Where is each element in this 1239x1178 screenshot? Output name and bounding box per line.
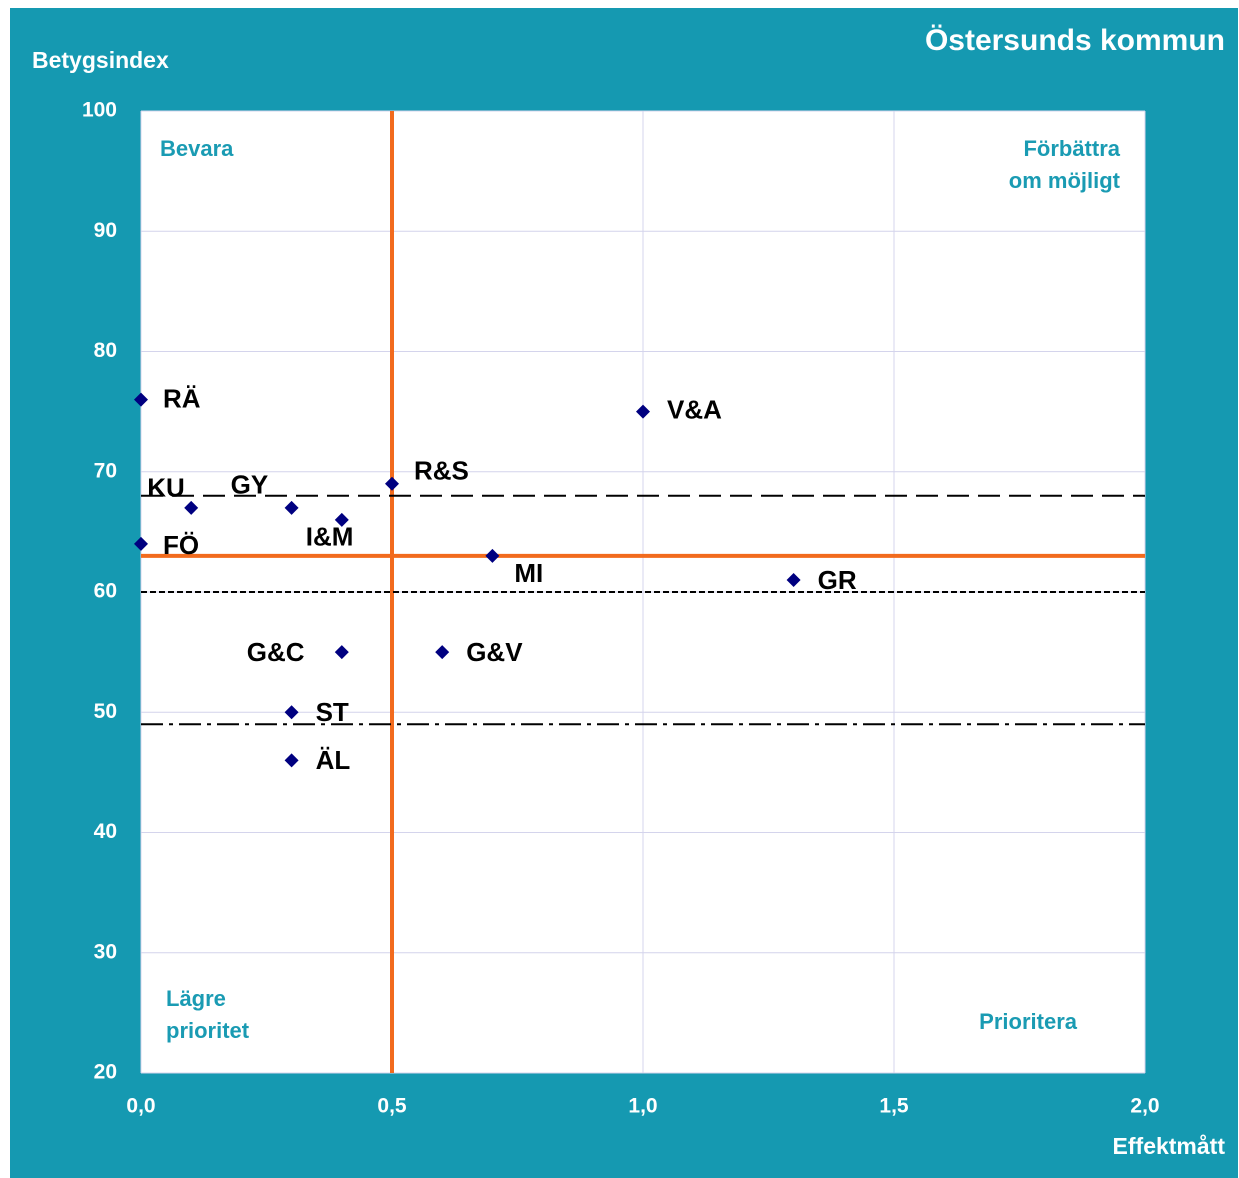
point	[334, 512, 349, 527]
y-tick-label: 20	[94, 1061, 117, 1084]
y-tick-label: 70	[94, 459, 117, 482]
y-tick-label: 40	[94, 820, 117, 843]
y-tick-label: 90	[94, 219, 117, 242]
point	[385, 476, 399, 491]
point	[636, 404, 650, 419]
point-label: V&A	[667, 395, 722, 425]
y-tick-label: 50	[94, 700, 117, 723]
x-tick-label: 1,5	[879, 1095, 909, 1118]
chart-title: Östersunds kommun	[925, 24, 1225, 57]
point	[284, 753, 299, 768]
quadrant-label: Bevara	[160, 136, 234, 161]
x-tick-label: 1,0	[628, 1095, 657, 1118]
point-label: R&S	[414, 456, 469, 486]
point	[334, 645, 349, 660]
x-tick-label: 0,0	[126, 1095, 155, 1118]
quadrant-label: Förbättra	[1023, 136, 1120, 161]
quadrant-label: om möjligt	[1009, 168, 1121, 193]
point-label: FÖ	[163, 530, 199, 560]
quadrant-label: Lägre	[166, 986, 226, 1011]
x-tick-label: 2,0	[1130, 1095, 1159, 1118]
x-axis-label: Effektmått	[1113, 1133, 1226, 1159]
point-label: ST	[316, 697, 349, 727]
point-label: MI	[514, 558, 543, 588]
quadrant-label: prioritet	[166, 1018, 250, 1043]
point-label: GY	[231, 470, 269, 500]
point	[184, 500, 199, 515]
point	[485, 548, 500, 563]
quadrant-label: Prioritera	[979, 1009, 1078, 1034]
point-label: G&C	[247, 637, 305, 667]
point	[284, 500, 299, 515]
point-label: KU	[147, 473, 185, 503]
point-label: GR	[818, 565, 857, 595]
y-axis-label: Betygsindex	[32, 47, 169, 73]
point-label: RÄ	[163, 383, 201, 413]
x-tick-label: 0,5	[377, 1095, 407, 1118]
point-label: ÄL	[316, 745, 351, 775]
y-tick-label: 30	[94, 940, 117, 963]
point-label: G&V	[466, 637, 523, 667]
point	[284, 705, 299, 720]
point	[786, 572, 801, 587]
y-tick-label: 60	[94, 580, 117, 603]
point	[134, 536, 148, 551]
point	[435, 645, 450, 660]
point-label: I&M	[306, 522, 354, 552]
point	[134, 392, 148, 407]
y-tick-label: 80	[94, 339, 117, 362]
y-tick-label: 100	[82, 99, 117, 122]
